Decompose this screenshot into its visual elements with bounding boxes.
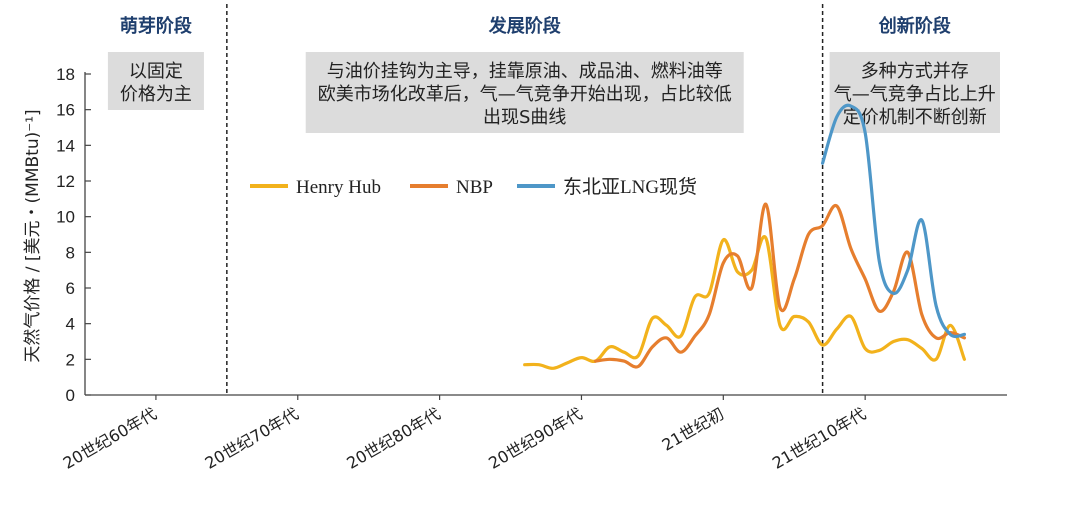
legend: Henry Hub NBP 东北亚LNG现货 — [250, 176, 697, 198]
legend-label: NBP — [456, 177, 493, 198]
x-tick-label: 20世纪80年代 — [343, 404, 443, 473]
y-tick-label: 12 — [56, 172, 75, 191]
phase-note-line: 价格为主 — [120, 84, 192, 105]
phase-note-box — [305, 52, 744, 133]
y-tick-label: 4 — [66, 315, 75, 334]
series-line-0 — [523, 235, 966, 370]
x-ticks: 20世纪60年代 20世纪70年代 20世纪80年代 20世纪90年代 21世纪初 21世… — [60, 395, 869, 473]
series-layer — [523, 103, 966, 370]
y-tick-label: 0 — [66, 386, 75, 405]
y-tick-label: 6 — [66, 279, 75, 298]
phase-note-line: 与油价挂钩为主导，挂靠原油、成品油、燃料油等 — [327, 61, 723, 82]
phase-note-line: 出现S曲线 — [483, 107, 566, 128]
phase-note-line: 欧美市场化改革后，气—气竞争开始出现，占比较低 — [318, 84, 732, 105]
phase-note-box — [829, 52, 1000, 133]
phase-title: 发展阶段 — [488, 15, 562, 37]
y-tick-label: 14 — [56, 136, 75, 155]
legend-label: 东北亚LNG现货 — [563, 176, 697, 198]
legend-label: Henry Hub — [296, 177, 381, 198]
y-tick-label: 2 — [66, 350, 75, 369]
x-tick-label: 20世纪70年代 — [202, 404, 302, 473]
y-tick-label: 8 — [66, 243, 75, 262]
y-tick-label: 16 — [56, 101, 75, 120]
x-tick-label: 21世纪10年代 — [769, 404, 869, 473]
x-tick-label: 20世纪60年代 — [60, 404, 160, 473]
y-ticks: 0 2 4 6 8 10 12 14 16 18 — [56, 65, 91, 405]
phase-title: 萌芽阶段 — [120, 15, 193, 37]
y-axis-label: 天然气价格 / [美元・(MMBtu)⁻¹] — [23, 109, 43, 362]
series-line-1 — [594, 202, 966, 369]
phase-title: 创新阶段 — [878, 15, 952, 37]
series-line-2 — [821, 103, 966, 339]
x-tick-label: 20世纪90年代 — [485, 404, 585, 473]
phase-note-box — [107, 52, 204, 110]
phase-note-line: 气—气竞争占比上升 — [834, 84, 996, 105]
phase-note-line: 多种方式并存 — [861, 61, 969, 82]
y-tick-label: 18 — [56, 65, 75, 84]
y-tick-label: 10 — [56, 208, 75, 227]
phase-note-line: 以固定 — [129, 61, 183, 82]
phase-note-line: 定价机制不断创新 — [843, 107, 987, 128]
x-tick-label: 21世纪初 — [659, 404, 728, 455]
